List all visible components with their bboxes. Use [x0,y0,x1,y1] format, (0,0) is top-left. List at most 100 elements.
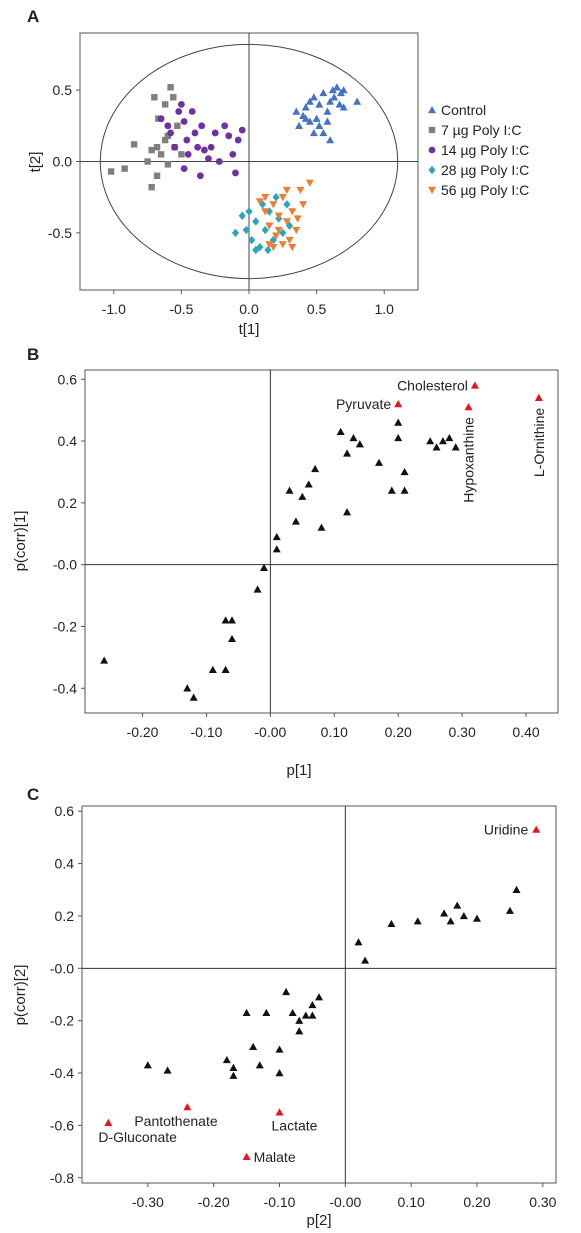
series-3-point [265,207,273,216]
series-4-point [261,208,270,216]
y-tick-label: -0.4 [50,1065,74,1081]
series-0-point [353,97,362,105]
loading-point [387,919,396,928]
legend-label-2: 14 µg Poly I:C [441,142,529,158]
y-tick-label: 0.0 [53,154,73,170]
series-4-point [293,215,302,223]
series-3-point [256,242,264,252]
series-4-point [285,236,294,245]
loading-point [413,917,422,925]
loading-point [221,616,230,624]
series-2-point [229,150,237,158]
x-tick-label: 0.30 [448,724,475,740]
legend-marker-0 [428,106,436,114]
y-tick-label: -0.8 [50,1170,74,1186]
highlighted-point [242,1152,251,1161]
series-4-point [282,218,291,226]
annotation-label: Lactate [272,1117,318,1133]
series-0-point [319,88,328,97]
series-2-point [238,126,246,134]
legend-marker-3 [428,165,436,175]
loading-point [183,684,192,692]
x-tick-label: -0.30 [132,1194,164,1210]
loading-point [451,443,460,451]
panel-a-y-axis-label: t[2] [27,152,44,173]
panel-a-x-ticks: -1.0 -0.5 0.0 0.5 1.0 [102,290,394,317]
series-0-point [292,107,301,115]
series-4-point [305,179,314,187]
series-1-point [164,161,172,168]
loading-point [163,1066,172,1074]
series-0-point [295,121,304,130]
x-tick-label: -0.20 [198,1194,230,1210]
loading-point [355,440,364,448]
series-2-point [191,129,199,137]
loading-point [222,1055,231,1064]
series-0-point [339,103,348,111]
series-1-point [167,84,174,91]
series-0-point [301,114,310,122]
highlighted-point [275,1108,284,1116]
highlighted-point [534,393,543,402]
panel-b: B Cholesterol Pyruvate Hypoxanthine L-Ornit… [12,345,559,779]
panel-a-y-ticks: 0.5 0.0 -0.5 [48,82,80,241]
x-tick-label: -0.20 [127,724,159,740]
series-2-point [200,146,208,154]
loading-point [394,433,403,442]
series-3-point [248,235,256,245]
loading-point [282,987,291,996]
loading-point [432,443,441,451]
series-3-point [279,228,287,238]
loading-point [208,665,217,673]
series-2-point [183,136,191,144]
loading-point [349,433,358,442]
series-0-point [315,100,324,108]
loading-point [298,492,307,500]
panel-b-frame [84,369,559,714]
x-tick-label: 1.0 [374,301,394,317]
series-3-point [252,245,260,255]
series-3-point [272,192,280,202]
series-4-point [288,208,297,216]
y-tick-label: -0.0 [50,960,74,976]
panel-c-y-ticks: 0.6 0.4 0.2 -0.0 -0.2 -0.4 -0.6 -0.8 [50,803,82,1186]
x-tick-label: 0.10 [321,724,348,740]
loading-point [221,665,230,673]
series-2-point [180,165,188,173]
panel-a: A -1.0 -0.5 0.0 0.5 1.0 0.5 0.0 -0.5 t[1] t[2]… [27,7,529,338]
series-4-point [272,232,281,240]
legend-marker-2 [428,146,436,154]
legend-label-0: Control [441,102,486,118]
series-2-point [225,132,233,140]
y-tick-label: 0.2 [55,908,75,924]
series-1-point [107,168,115,175]
series-3-point [261,225,269,235]
loading-point [301,1011,310,1019]
highlighted-point [104,1118,113,1126]
series-2-point [180,118,188,125]
y-tick-label: -0.4 [53,680,77,696]
series-1-point [161,101,169,108]
y-tick-label: 0.6 [55,803,75,819]
series-3-point [245,207,253,216]
series-1-point [153,144,161,151]
series-0-point [319,128,328,137]
series-1-point [144,158,151,165]
series-0-point [323,117,332,125]
series-1-point [170,94,177,101]
loading-point [262,1008,271,1017]
series-0-point [309,128,318,137]
x-tick-label: 0.40 [512,724,539,740]
loading-point [189,693,198,701]
series-2-point [198,122,206,130]
series-2-point [196,172,204,180]
series-4-point [288,243,297,252]
series-0-point [328,86,337,94]
y-tick-label: 0.4 [58,433,78,449]
loading-point [275,1045,284,1053]
loading-point [143,1061,152,1069]
y-tick-label: 0.5 [53,82,73,98]
loading-point [343,508,352,516]
series-0-point [309,93,318,101]
series-2-point [205,155,212,163]
